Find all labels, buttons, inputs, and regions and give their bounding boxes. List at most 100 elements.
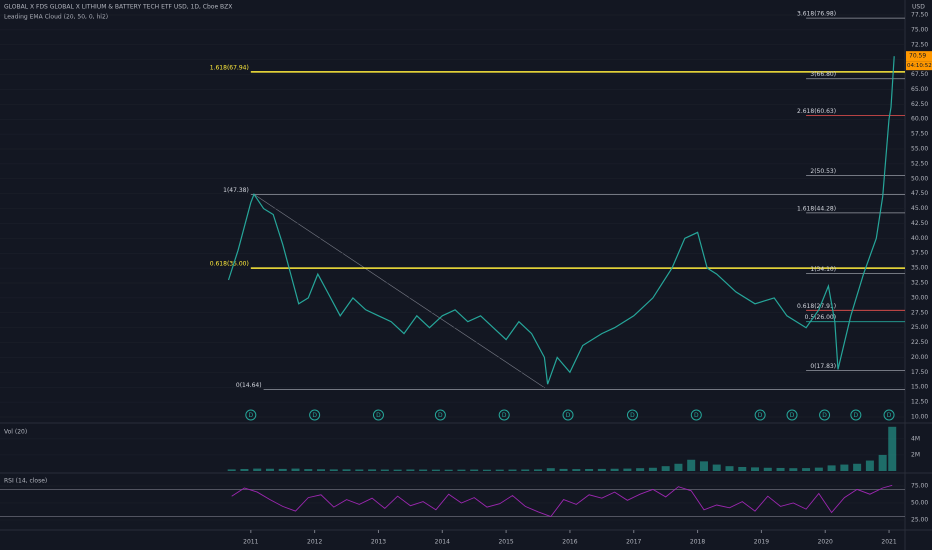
x-tick-label: 2016 bbox=[562, 539, 577, 546]
event-marker bbox=[850, 409, 862, 421]
event-marker bbox=[372, 409, 384, 421]
y-tick-label: 65.00 bbox=[911, 86, 928, 93]
event-marker bbox=[626, 409, 638, 421]
volume-bar bbox=[265, 468, 274, 471]
event-label: D bbox=[312, 412, 317, 419]
volume-bar bbox=[317, 469, 326, 471]
trend-line bbox=[254, 194, 546, 389]
fib-label: 2.618(60.63) bbox=[797, 108, 836, 115]
event-label: D bbox=[502, 412, 507, 419]
volume-bar bbox=[674, 463, 683, 471]
volume-bar bbox=[342, 469, 351, 471]
volume-title: Vol (20) bbox=[4, 429, 27, 436]
fib-label: 1.618(67.94) bbox=[210, 64, 249, 71]
event-label: D bbox=[822, 412, 827, 419]
volume-bar bbox=[776, 467, 785, 471]
volume-bar bbox=[304, 469, 313, 471]
fib-label: 2(50.53) bbox=[810, 168, 836, 175]
x-tick-label: 2020 bbox=[818, 539, 833, 546]
chart-title: GLOBAL X FDS GLOBAL X LITHIUM & BATTERY … bbox=[4, 4, 232, 11]
fib-label: 3(66.80) bbox=[810, 71, 836, 78]
event-label: D bbox=[694, 412, 699, 419]
event-label: D bbox=[790, 412, 795, 419]
y-tick-label: 25.00 bbox=[911, 324, 928, 331]
y-tick-label: 20.00 bbox=[911, 354, 928, 361]
volume-bar bbox=[508, 469, 517, 471]
volume-bar bbox=[572, 469, 581, 471]
rsi-title: RSI (14, close) bbox=[4, 478, 47, 485]
x-tick-label: 2017 bbox=[626, 539, 641, 546]
volume-bar bbox=[840, 464, 849, 471]
y-tick-label: 2M bbox=[911, 451, 920, 458]
volume-bar bbox=[888, 426, 897, 471]
volume-bar bbox=[470, 469, 479, 471]
event-marker bbox=[690, 409, 702, 421]
event-label: D bbox=[630, 412, 635, 419]
y-axis-label: USD bbox=[912, 4, 925, 11]
volume-bar bbox=[853, 463, 862, 471]
x-tick-label: 2013 bbox=[371, 539, 386, 546]
volume-bar bbox=[546, 468, 555, 471]
event-marker bbox=[786, 409, 798, 421]
volume-bar bbox=[495, 469, 504, 471]
y-tick-label: 50.00 bbox=[911, 175, 928, 182]
x-tick-label: 2014 bbox=[435, 539, 450, 546]
volume-bar bbox=[368, 469, 377, 471]
y-tick-label: 17.50 bbox=[911, 369, 928, 376]
y-tick-label: 30.00 bbox=[911, 294, 928, 301]
y-tick-label: 57.50 bbox=[911, 131, 928, 138]
countdown-tag bbox=[906, 61, 932, 71]
y-tick-label: 72.50 bbox=[911, 41, 928, 48]
x-tick-label: 2019 bbox=[754, 539, 769, 546]
event-marker bbox=[562, 409, 574, 421]
event-marker bbox=[754, 409, 766, 421]
volume-bar bbox=[878, 454, 887, 471]
y-tick-label: 42.50 bbox=[911, 220, 928, 227]
last-price-tag bbox=[906, 51, 932, 62]
y-tick-label: 25.00 bbox=[911, 516, 928, 523]
event-label: D bbox=[438, 412, 443, 419]
y-tick-label: 27.50 bbox=[911, 309, 928, 316]
volume-bar bbox=[585, 468, 594, 471]
y-tick-label: 32.50 bbox=[911, 280, 928, 287]
y-tick-label: 67.50 bbox=[911, 71, 928, 78]
event-label: D bbox=[249, 412, 254, 419]
fib-label: 0(17.83) bbox=[810, 363, 836, 370]
volume-bar bbox=[610, 468, 619, 471]
y-tick-label: 35.00 bbox=[911, 265, 928, 272]
fib-label: 3.618(76.98) bbox=[797, 11, 836, 18]
volume-bar bbox=[253, 468, 262, 471]
volume-bar bbox=[559, 468, 568, 471]
volume-bar bbox=[699, 461, 708, 471]
volume-bar bbox=[431, 469, 440, 471]
y-tick-label: 60.00 bbox=[911, 116, 928, 123]
x-tick-label: 2012 bbox=[307, 539, 322, 546]
volume-bar bbox=[814, 467, 823, 471]
event-marker bbox=[883, 409, 895, 421]
x-tick-label: 2011 bbox=[243, 539, 258, 546]
data-line bbox=[231, 484, 893, 518]
y-tick-label: 37.50 bbox=[911, 250, 928, 257]
y-tick-label: 4M bbox=[911, 435, 920, 442]
volume-bar bbox=[419, 469, 428, 471]
event-label: D bbox=[887, 412, 892, 419]
volume-bar bbox=[444, 469, 453, 471]
event-marker bbox=[309, 409, 321, 421]
indicator-label: Leading EMA Cloud (20, 50, 0, hl2) bbox=[4, 14, 108, 21]
y-tick-label: 52.50 bbox=[911, 160, 928, 167]
volume-bar bbox=[482, 469, 491, 471]
y-tick-label: 55.00 bbox=[911, 146, 928, 153]
x-tick-label: 2021 bbox=[881, 539, 896, 546]
y-tick-label: 12.50 bbox=[911, 399, 928, 406]
event-label: D bbox=[566, 412, 571, 419]
y-tick-label: 22.50 bbox=[911, 339, 928, 346]
countdown: 04:10:52 bbox=[907, 63, 932, 69]
volume-bar bbox=[751, 467, 760, 471]
event-label: D bbox=[376, 412, 381, 419]
volume-bar bbox=[227, 469, 236, 471]
y-tick-label: 47.50 bbox=[911, 190, 928, 197]
fib-label: 0.5(26.00) bbox=[805, 314, 836, 321]
volume-bar bbox=[355, 469, 364, 471]
